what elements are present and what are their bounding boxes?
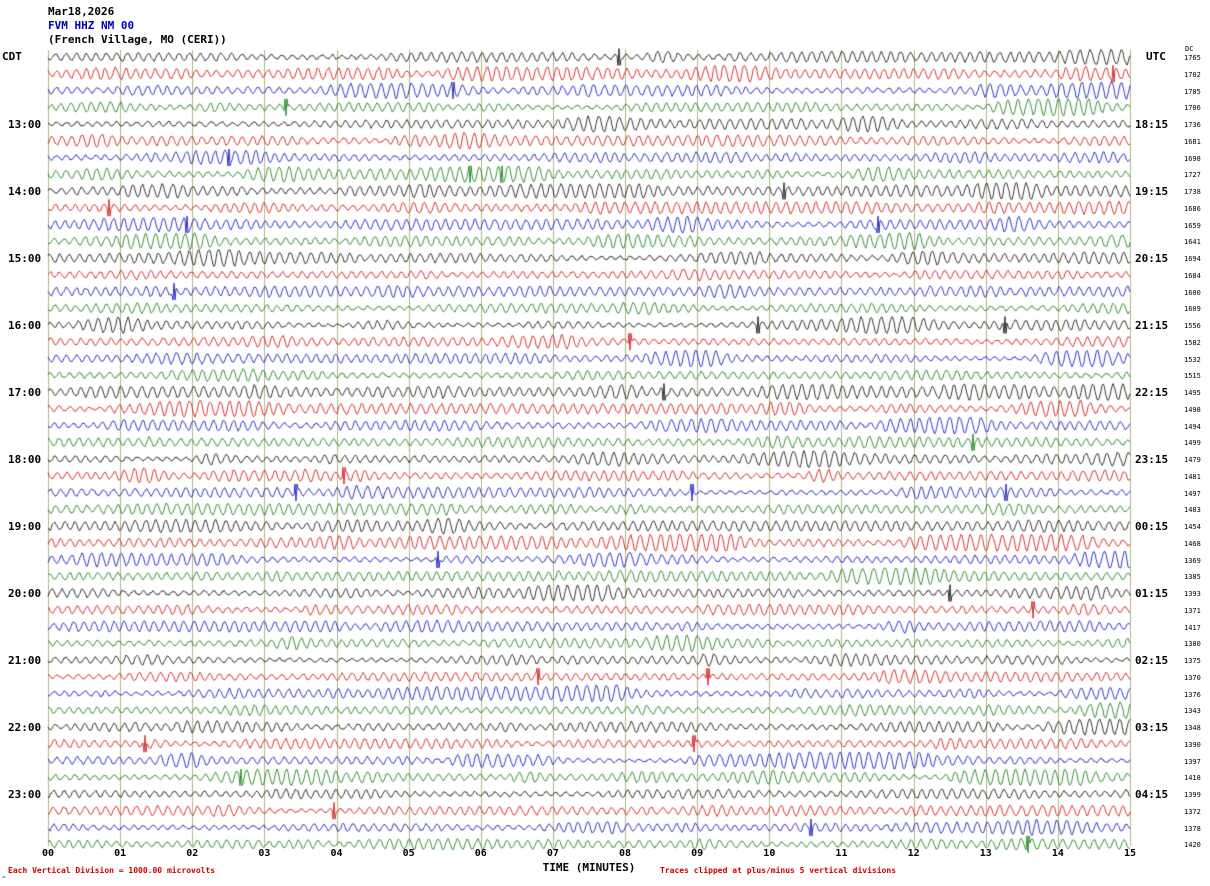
dc-value: 1686 [1184, 204, 1201, 213]
x-tick-label: 01 [114, 848, 127, 859]
dc-value: 1738 [1184, 188, 1201, 196]
dc-value: 1495 [1184, 389, 1201, 397]
x-tick-label: 11 [835, 848, 848, 859]
dc-value: 1694 [1184, 255, 1201, 263]
right-timezone-label: UTC [1146, 50, 1166, 63]
dc-value: 1390 [1184, 740, 1201, 749]
dc-value: 1479 [1184, 456, 1201, 464]
cdt-hour-label: 18:00 [8, 453, 42, 466]
dc-value: 1418 [1184, 774, 1201, 783]
dc-value: 1494 [1184, 422, 1201, 431]
utc-hour-label: 18:15 [1135, 118, 1169, 131]
dc-value: 1481 [1184, 472, 1201, 481]
dc-value: 1483 [1184, 506, 1201, 515]
dc-value: 1659 [1184, 221, 1201, 230]
dc-value: 1468 [1184, 539, 1201, 548]
utc-hour-label: 02:15 [1135, 654, 1169, 667]
utc-hour-label: 00:15 [1135, 520, 1169, 533]
cdt-hour-label: 17:00 [8, 386, 42, 399]
dc-value: 1371 [1184, 606, 1201, 615]
dc-value: 1705 [1184, 87, 1201, 96]
dc-value: 1397 [1184, 757, 1201, 766]
cdt-hour-label: 14:00 [8, 185, 42, 198]
x-tick-label: 13 [979, 848, 992, 859]
x-tick-label: 12 [907, 848, 920, 859]
x-tick-label: 02 [186, 848, 199, 859]
clipping-note: Traces clipped at plus/minus 5 vertical … [660, 866, 897, 875]
x-tick-label: 08 [619, 848, 632, 859]
utc-hour-label: 20:15 [1135, 252, 1169, 265]
dc-value: 1348 [1184, 724, 1201, 732]
dc-value: 1399 [1184, 791, 1201, 799]
x-tick-label: 07 [546, 848, 559, 859]
dc-value: 1706 [1184, 104, 1201, 113]
x-axis-title: TIME (MINUTES) [542, 861, 636, 874]
dc-value: 1702 [1184, 70, 1201, 79]
dc-value: 1372 [1184, 807, 1201, 816]
date-title: Mar18,2026 [48, 5, 115, 18]
utc-hour-label: 23:15 [1135, 453, 1169, 466]
cdt-hour-label: 20:00 [8, 587, 42, 600]
dc-value: 1370 [1184, 673, 1201, 682]
corner-mark: ^ [2, 876, 6, 883]
utc-hour-label: 21:15 [1135, 319, 1169, 332]
vertical-division-note: Each Vertical Division = 1000.00 microvo… [8, 866, 216, 875]
dc-value: 1369 [1184, 556, 1201, 565]
utc-hour-label: 01:15 [1135, 587, 1169, 600]
dc-value: 1343 [1184, 707, 1201, 716]
cdt-hour-label: 23:00 [8, 788, 42, 801]
dc-value: 1499 [1184, 439, 1201, 448]
location-title: (French Village, MO (CERI)) [48, 33, 227, 46]
dc-value: 1641 [1184, 238, 1201, 247]
cdt-hour-label: 15:00 [8, 252, 42, 265]
utc-hour-label: 22:15 [1135, 386, 1169, 399]
x-tick-label: 03 [258, 848, 271, 859]
dc-value: 1378 [1184, 824, 1201, 833]
dc-value: 1681 [1184, 137, 1201, 146]
dc-value: 1393 [1184, 590, 1201, 598]
x-tick-label: 05 [402, 848, 415, 859]
dc-value: 1532 [1184, 355, 1201, 364]
x-tick-label: 15 [1123, 848, 1137, 859]
dc-value: 1684 [1184, 271, 1201, 280]
cdt-hour-label: 22:00 [8, 721, 42, 734]
dc-value: 1698 [1184, 154, 1201, 163]
dc-column-label: DC [1185, 45, 1194, 53]
dc-value: 1582 [1184, 338, 1201, 347]
left-timezone-label: CDT [2, 50, 22, 63]
dc-value: 1385 [1184, 573, 1201, 582]
x-tick-label: 00 [41, 848, 55, 859]
utc-hour-label: 03:15 [1135, 721, 1169, 734]
dc-value: 1497 [1184, 489, 1201, 498]
dc-value: 1498 [1184, 405, 1201, 414]
dc-value: 1736 [1184, 121, 1201, 129]
dc-value: 1376 [1184, 690, 1201, 699]
dc-value: 1375 [1184, 657, 1201, 665]
dc-value: 1420 [1184, 841, 1201, 850]
x-tick-label: 06 [474, 848, 487, 859]
x-tick-label: 04 [330, 848, 343, 859]
station-title: FVM HHZ NM 00 [48, 19, 135, 32]
dc-value: 1765 [1184, 54, 1201, 62]
dc-value: 1609 [1184, 305, 1201, 314]
x-tick-label: 14 [1051, 848, 1064, 859]
cdt-hour-label: 19:00 [8, 520, 42, 533]
utc-hour-label: 04:15 [1135, 788, 1169, 801]
dc-value: 1556 [1184, 322, 1201, 330]
cdt-hour-label: 13:00 [8, 118, 42, 131]
dc-value: 1515 [1184, 372, 1201, 381]
dc-value: 1727 [1184, 171, 1201, 180]
dc-value: 1380 [1184, 640, 1201, 649]
utc-hour-label: 19:15 [1135, 185, 1169, 198]
dc-value: 1454 [1184, 523, 1201, 531]
dc-value: 1417 [1184, 623, 1201, 632]
cdt-hour-label: 16:00 [8, 319, 42, 332]
dc-value: 1600 [1184, 288, 1201, 297]
cdt-hour-label: 21:00 [8, 654, 42, 667]
x-tick-label: 10 [763, 848, 776, 859]
x-tick-label: 09 [691, 848, 704, 859]
